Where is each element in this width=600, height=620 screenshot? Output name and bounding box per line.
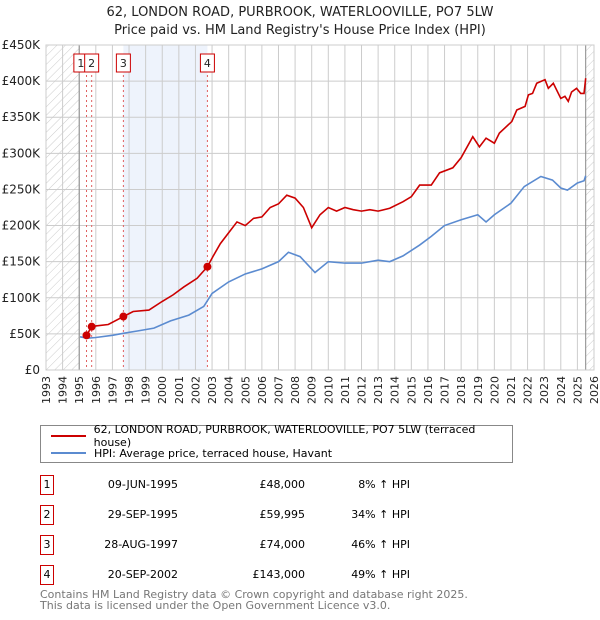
y-tick-label: £250K xyxy=(2,182,42,196)
x-tick-label: 2016 xyxy=(422,376,435,404)
sale-price: £48,000 xyxy=(259,478,306,491)
sale-price: £74,000 xyxy=(259,538,306,551)
sale-hpi-change: 8% ↑ HPI xyxy=(358,478,410,491)
sale-label-box xyxy=(199,53,215,73)
sale-number: 3 xyxy=(40,535,54,555)
x-tick-label: 2023 xyxy=(538,376,551,404)
sale-hpi-change: 46% ↑ HPI xyxy=(351,538,410,551)
sale-label: 1 xyxy=(77,57,84,70)
legend-label: 62, LONDON ROAD, PURBROOK, WATERLOOVILLE… xyxy=(93,423,476,449)
sale-date: 29-SEP-1995 xyxy=(107,508,178,521)
shaded-region xyxy=(123,45,208,370)
x-tick-label: 1996 xyxy=(90,376,103,404)
x-tick-label: 2020 xyxy=(488,376,501,404)
title: 62, LONDON ROAD, PURBROOK, WATERLOOVILLE… xyxy=(106,5,494,20)
legend-swatch-blue xyxy=(51,452,86,454)
footer-line-1: Contains HM Land Registry data © Crown c… xyxy=(40,588,468,601)
y-tick-label: £400K xyxy=(2,74,42,88)
sale-number: 4 xyxy=(40,565,54,585)
legend: 62, LONDON ROAD, PURBROOK, WATERLOOVILLE… xyxy=(40,423,513,463)
sale-hpi-change: 34% ↑ HPI xyxy=(351,508,410,521)
chart-title: 62, LONDON ROAD, PURBROOK, WATERLOOVILLE… xyxy=(0,4,600,40)
sale-price: £143,000 xyxy=(252,568,306,581)
legend-item-property: 62, LONDON ROAD, PURBROOK, WATERLOOVILLE… xyxy=(51,423,512,449)
sale-number: 2 xyxy=(40,505,54,525)
x-tick-label: 1999 xyxy=(140,376,153,404)
x-tick-label: 2024 xyxy=(555,376,568,404)
x-tick-label: 1997 xyxy=(106,376,119,404)
x-tick-label: 2009 xyxy=(306,376,319,404)
x-tick-label: 2007 xyxy=(272,376,285,404)
x-tick-label: 1998 xyxy=(123,376,136,404)
x-tick-label: 2005 xyxy=(239,376,252,404)
x-tick-label: 2008 xyxy=(289,376,302,404)
sale-point xyxy=(119,312,128,321)
y-tick-label: £150K xyxy=(2,255,42,269)
x-tick-label: 2012 xyxy=(356,376,369,404)
price-paid-line xyxy=(85,78,587,336)
footer: Contains HM Land Registry data © Crown c… xyxy=(40,589,468,611)
x-tick-label: 2018 xyxy=(455,376,468,404)
price-chart: 1993 1994 1995 1996 1997 1998 1999 2000 2001 2002… xyxy=(2,38,600,404)
sale-label-box xyxy=(84,53,100,73)
subtitle: Price paid vs. HM Land Registry's House … xyxy=(114,23,486,38)
y-tick-label: £300K xyxy=(2,146,42,160)
x-tick-label: 2010 xyxy=(322,376,335,404)
x-tick-label: 2006 xyxy=(256,376,269,404)
x-tick-label: 2000 xyxy=(156,376,169,404)
x-tick-label: 2014 xyxy=(389,376,402,404)
y-tick-label: £100K xyxy=(2,291,42,305)
sale-point xyxy=(82,331,91,340)
x-tick-label: 2019 xyxy=(472,376,485,404)
sale-label: 4 xyxy=(204,57,211,70)
sale-date: 28-AUG-1997 xyxy=(104,538,178,551)
x-tick-label: 2004 xyxy=(223,376,236,404)
sale-point xyxy=(87,322,96,331)
x-tick-label: 1994 xyxy=(57,376,70,404)
x-tick-label: 2003 xyxy=(206,376,219,404)
x-tick-label: 2015 xyxy=(405,376,418,404)
x-tick-label: 1993 xyxy=(40,376,53,404)
sale-hpi-change: 49% ↑ HPI xyxy=(351,568,410,581)
x-tick-label: 2001 xyxy=(173,376,186,404)
y-tick-label: £0 xyxy=(25,363,40,377)
legend-label: HPI: Average price, terraced house, Hava… xyxy=(94,446,333,460)
sale-row: 1 09-JUN-1995 £48,000 8% ↑ HPI xyxy=(40,475,440,495)
sale-price: £59,995 xyxy=(259,508,306,521)
sale-label-box xyxy=(115,53,131,73)
legend-item-hpi: HPI: Average price, terraced house, Hava… xyxy=(51,445,332,461)
y-tick-label: £50K xyxy=(9,327,41,341)
x-tick-label: 1995 xyxy=(73,376,86,404)
footer-line-2: This data is licensed under the Open Gov… xyxy=(40,599,391,612)
x-tick-label: 2017 xyxy=(439,376,452,404)
sale-number: 1 xyxy=(40,475,54,495)
hatched-region-right xyxy=(585,45,594,370)
x-tick-label: 2021 xyxy=(505,376,518,404)
x-tick-label: 2022 xyxy=(522,376,535,404)
sale-row: 3 28-AUG-1997 £74,000 46% ↑ HPI xyxy=(40,535,440,555)
sale-date: 20-SEP-2002 xyxy=(107,568,178,581)
sale-date: 09-JUN-1995 xyxy=(107,478,178,491)
sale-point xyxy=(203,262,212,271)
y-tick-label: £200K xyxy=(2,219,42,233)
hpi-line xyxy=(79,175,587,340)
x-tick-label: 2026 xyxy=(588,376,600,404)
sale-row: 4 20-SEP-2002 £143,000 49% ↑ HPI xyxy=(40,565,440,585)
sale-row: 2 29-SEP-1995 £59,995 34% ↑ HPI xyxy=(40,505,440,525)
x-tick-label: 2011 xyxy=(339,376,352,404)
sale-label: 3 xyxy=(120,57,127,70)
y-tick-label: £450K xyxy=(2,38,42,52)
y-tick-label: £350K xyxy=(2,110,42,124)
legend-swatch-red xyxy=(51,435,86,437)
x-tick-label: 2025 xyxy=(571,376,584,404)
sale-label: 2 xyxy=(88,57,95,70)
x-tick-label: 2002 xyxy=(189,376,202,404)
plot-border xyxy=(45,44,595,371)
x-tick-label: 2013 xyxy=(372,376,385,404)
